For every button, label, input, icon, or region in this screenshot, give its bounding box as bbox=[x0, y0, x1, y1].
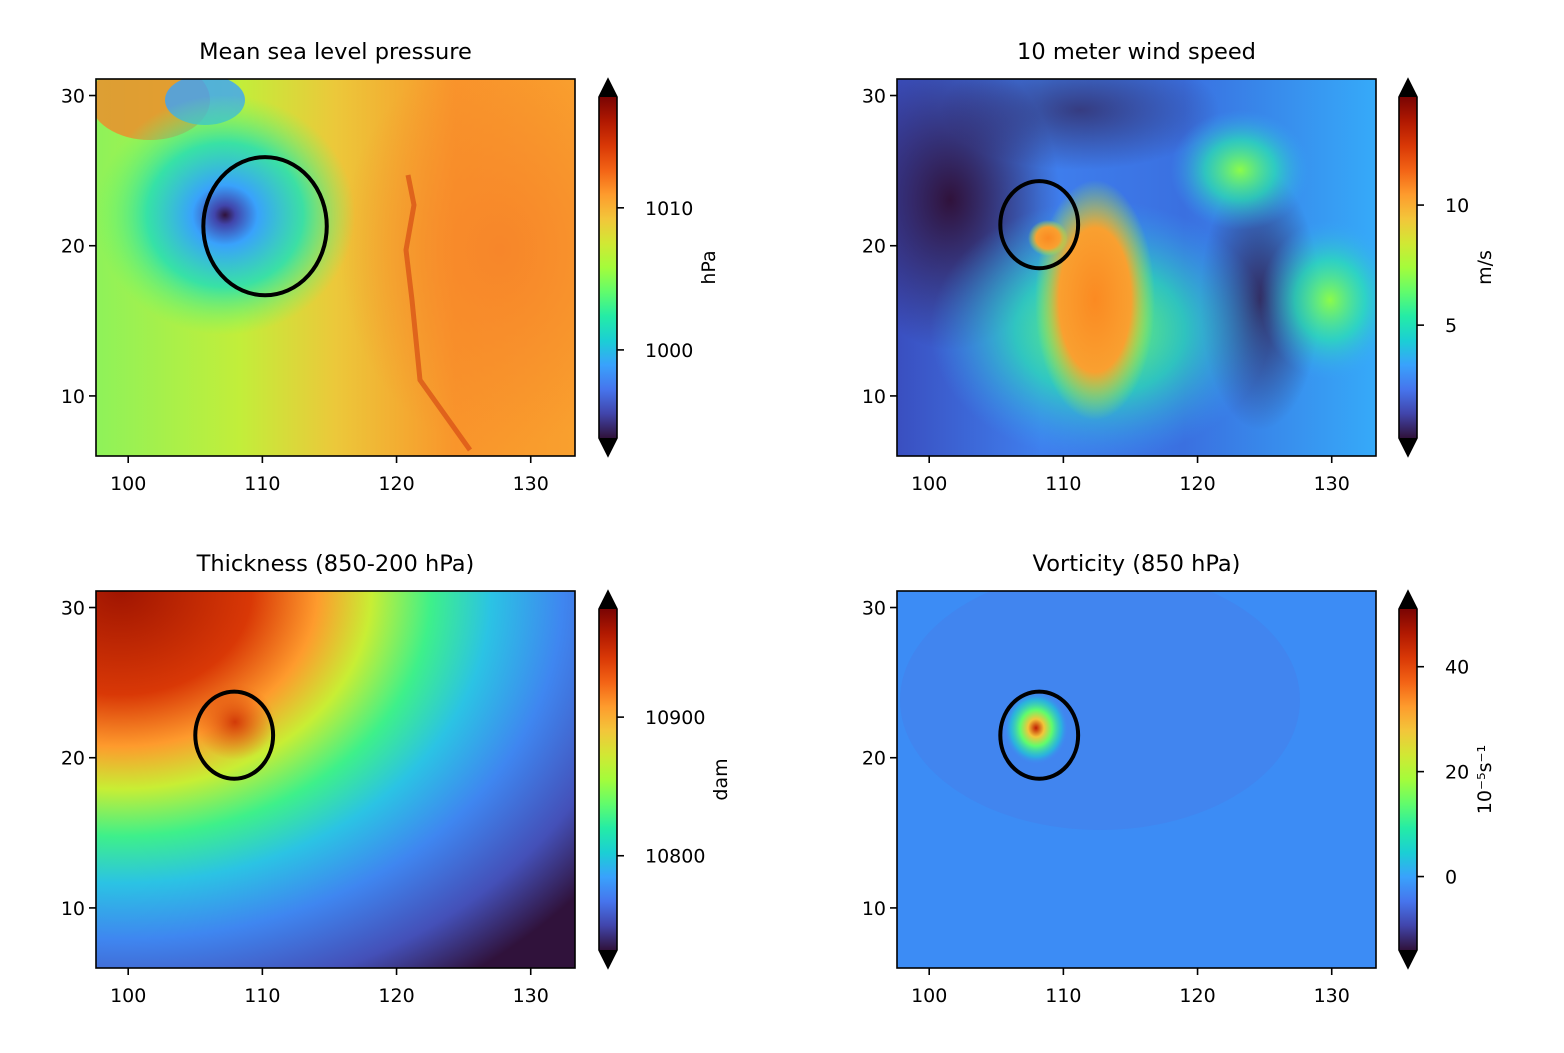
chart-title: 10 meter wind speed bbox=[1017, 39, 1256, 65]
x-tick-label: 120 bbox=[1179, 985, 1215, 1007]
x-tick-label: 110 bbox=[244, 473, 280, 495]
axes-frame bbox=[896, 78, 1377, 457]
colorbar-label: 10⁻⁵s⁻¹ bbox=[1474, 745, 1496, 814]
colorbar: 0 20 40 10⁻⁵s⁻¹ bbox=[1398, 589, 1496, 970]
colorbar-gradient bbox=[599, 609, 617, 950]
x-tick-label: 120 bbox=[378, 473, 414, 495]
y-tick-label: 30 bbox=[862, 598, 886, 620]
colorbar: 1000 1010 hPa bbox=[598, 77, 720, 458]
x-tick-label: 130 bbox=[513, 985, 549, 1007]
colorbar: 5 10 m/s bbox=[1398, 77, 1496, 458]
chart-title: Thickness (850-200 hPa) bbox=[196, 551, 475, 577]
x-tick-label: 100 bbox=[110, 985, 146, 1007]
colorbar-extend-max bbox=[599, 79, 617, 97]
colorbar-extend-min bbox=[599, 950, 617, 968]
colorbar-extend-min bbox=[1399, 438, 1417, 456]
colorbar-tick-label: 0 bbox=[1445, 867, 1457, 889]
colorbar-tick-label: 10800 bbox=[645, 846, 705, 868]
colorbar-tick-label: 1010 bbox=[645, 198, 693, 220]
storm-circle bbox=[201, 155, 329, 298]
panel-3: Thickness (850-200 hPa) 100 110 120 130 10 20 3… bbox=[61, 551, 732, 1007]
x-tick-label: 100 bbox=[110, 473, 146, 495]
x-tick-label: 100 bbox=[911, 473, 947, 495]
storm-circle bbox=[193, 689, 276, 781]
colorbar-extend-max bbox=[1399, 591, 1417, 609]
x-tick-label: 120 bbox=[378, 985, 414, 1007]
x-tick-label: 130 bbox=[513, 473, 549, 495]
axes-frame bbox=[95, 590, 576, 969]
colorbar-tick-label: 5 bbox=[1445, 315, 1457, 337]
x-tick-label: 130 bbox=[1314, 473, 1350, 495]
colorbar-tick-label: 40 bbox=[1445, 657, 1469, 679]
x-tick-label: 110 bbox=[1045, 985, 1081, 1007]
chart-title: Mean sea level pressure bbox=[199, 39, 472, 65]
pressure-field bbox=[96, 79, 575, 456]
y-tick-label: 20 bbox=[862, 748, 886, 770]
thickness-field bbox=[96, 591, 575, 968]
colorbar-label: dam bbox=[710, 758, 732, 800]
colorbar-outline bbox=[598, 589, 618, 970]
y-tick-label: 30 bbox=[862, 86, 886, 108]
colorbar-tick-label: 10900 bbox=[645, 707, 705, 729]
colorbar-label: hPa bbox=[698, 250, 720, 284]
colorbar-extend-min bbox=[599, 438, 617, 456]
colorbar-outline bbox=[1398, 589, 1418, 970]
x-tick-label: 130 bbox=[1314, 985, 1350, 1007]
y-tick-label: 10 bbox=[862, 898, 886, 920]
x-tick-label: 100 bbox=[911, 985, 947, 1007]
colorbar-tick-label: 1000 bbox=[645, 340, 693, 362]
y-tick-label: 10 bbox=[862, 386, 886, 408]
colorbar-extend-max bbox=[599, 591, 617, 609]
vorticity-field bbox=[897, 591, 1376, 968]
colorbar-outline bbox=[1398, 77, 1418, 458]
colorbar-label: m/s bbox=[1474, 250, 1496, 285]
y-tick-label: 20 bbox=[862, 236, 886, 258]
colorbar-gradient bbox=[599, 97, 617, 438]
y-tick-label: 10 bbox=[61, 898, 85, 920]
storm-circle bbox=[998, 689, 1081, 781]
storm-circle bbox=[998, 179, 1081, 271]
chart-title: Vorticity (850 hPa) bbox=[1033, 551, 1241, 577]
colorbar-outline bbox=[598, 77, 618, 458]
y-tick-label: 10 bbox=[61, 386, 85, 408]
x-tick-label: 110 bbox=[1045, 473, 1081, 495]
x-tick-label: 110 bbox=[244, 985, 280, 1007]
y-tick-label: 20 bbox=[61, 748, 85, 770]
wind-speed-field bbox=[897, 79, 1376, 456]
colorbar-tick-label: 20 bbox=[1445, 762, 1469, 784]
colorbar-gradient bbox=[1399, 97, 1417, 438]
axes-frame bbox=[896, 590, 1377, 969]
y-tick-label: 20 bbox=[61, 236, 85, 258]
panel-4: Vorticity (850 hPa) 100 110 120 130 10 20 30 0 20… bbox=[862, 551, 1496, 1007]
colorbar-gradient bbox=[1399, 609, 1417, 950]
colorbar-tick-label: 10 bbox=[1445, 195, 1469, 217]
colorbar: 10800 10900 dam bbox=[598, 589, 732, 970]
colorbar-extend-max bbox=[1399, 79, 1417, 97]
colorbar-extend-min bbox=[1399, 950, 1417, 968]
panel-1: Mean sea level pressure 100 110 120 130 10 20 3… bbox=[61, 39, 720, 495]
axes-frame bbox=[95, 78, 576, 457]
y-tick-label: 30 bbox=[61, 86, 85, 108]
panel-2: 10 meter wind speed 100 110 120 130 10 20 30 5 10… bbox=[862, 39, 1496, 495]
y-tick-label: 30 bbox=[61, 598, 85, 620]
x-tick-label: 120 bbox=[1179, 473, 1215, 495]
